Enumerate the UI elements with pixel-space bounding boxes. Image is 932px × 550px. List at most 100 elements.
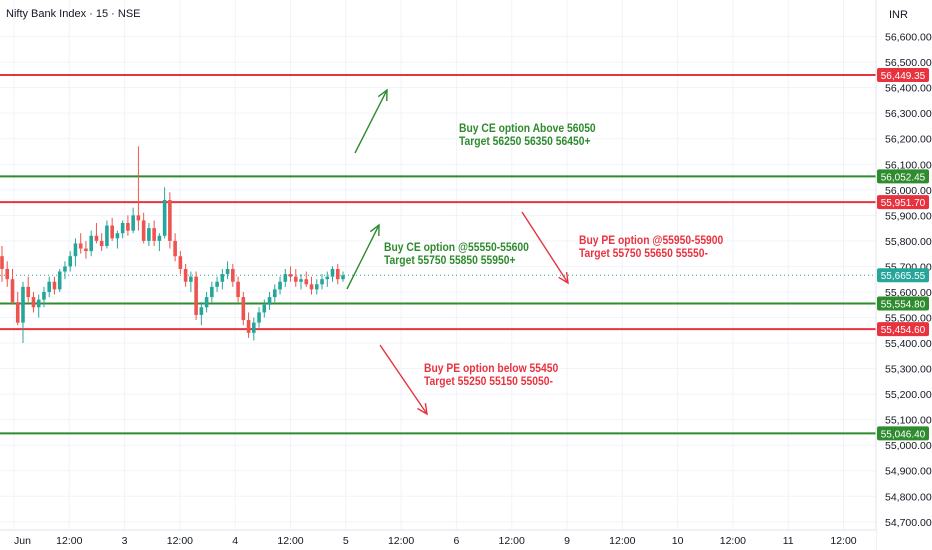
candle [63,261,67,280]
candle [194,271,198,321]
candle-body [204,297,209,308]
candle [141,212,146,244]
candle [252,317,256,341]
candle [52,276,57,295]
candle [278,276,282,295]
candle-body [299,279,303,282]
candle-body [183,268,188,282]
price-tag-label: 55,554.80 [881,300,926,311]
price-tag-bg [877,169,929,184]
candle-body [21,286,25,323]
annotation-line: Target 55750 55650 55550- [579,246,708,260]
annotation-line: Target 55750 55850 55950+ [384,253,516,267]
candle-body [215,281,219,287]
candle-body [309,284,314,290]
last-price-tag-label: 55,665.55 [881,271,926,282]
candle [225,261,230,280]
candle [288,266,293,282]
time-tick-label: 12:00 [277,535,303,547]
candle-body [120,223,125,234]
candle-body [199,307,204,315]
candle [299,274,303,290]
price-tick-label: 55,500.00 [885,313,932,325]
time-tick-label: 4 [232,535,238,547]
candle [183,263,188,287]
currency-label[interactable]: INR [889,9,908,21]
candle-body [141,220,146,241]
candle-body [89,235,93,252]
candle-body [57,271,62,290]
candle-body [178,256,183,269]
candle [99,233,104,252]
candle [120,220,125,239]
candle [220,268,225,290]
price-tick-label: 54,800.00 [885,491,932,503]
price-tag-bg [877,68,929,83]
candle [110,217,114,241]
candle-body [314,284,319,290]
candle [189,271,193,292]
symbol-title[interactable]: Nifty Bank Index · 15 · NSE [6,8,141,20]
candle-body [304,279,309,285]
candle [152,220,156,246]
candle [136,146,141,231]
arrow-shaft [521,211,569,284]
candle [31,291,36,313]
candle-body [68,256,72,267]
annotation-arrows [346,88,569,416]
candle-body [115,233,120,239]
price-tick-label: 55,400.00 [885,338,932,350]
annotation-pe-below: Buy PE option below 55450 Target 55250 5… [424,362,558,388]
candle [325,271,330,287]
arrow-down [379,344,428,416]
candle [246,312,251,338]
candle-body [94,235,99,241]
time-tick-label: 9 [564,535,570,547]
candle [173,233,177,262]
candle-body [47,281,52,292]
time-tick-label: 12:00 [499,535,525,547]
candle-body [325,276,330,280]
annotation-line: Target 55250 55150 55050- [424,374,553,388]
candle [131,207,135,234]
time-axis: Jun 12:00 3 12:00 4 12:00 5 12:00 6 12:00 9 12:00 10… [0,529,876,550]
candle [231,263,235,287]
candle-body [257,312,261,323]
candle-body [157,235,162,241]
candle-body [52,281,57,290]
candle [267,291,272,310]
candle-body [15,302,20,323]
candle [162,187,167,239]
candle [94,223,99,244]
price-tag-label: 56,449.35 [881,71,926,82]
candle-body [241,297,246,321]
price-axis: 56,600.00 56,500.00 56,400.00 56,300.00 56,2… [885,32,932,529]
price-tag-label: 55,046.40 [881,429,926,440]
candle [21,281,25,344]
candle-body [152,228,156,241]
price-tick-label: 56,600.00 [885,32,932,44]
candle [42,286,46,308]
candle-body [210,286,214,298]
candle [89,230,93,257]
candle-body [189,276,193,282]
candle-body [278,281,282,290]
time-tick-label: 12:00 [167,535,193,547]
candle-body [220,274,225,282]
candle-body [173,240,177,257]
candle [335,263,340,285]
price-tick-label: 54,900.00 [885,466,932,478]
candle-body [225,268,230,275]
price-tick-label: 55,900.00 [885,210,932,222]
price-tag-bg [877,426,929,441]
candle-body [168,200,172,241]
time-tick-label: 12:00 [388,535,414,547]
candle-body [42,291,46,300]
time-tick-label: Jun [14,535,31,547]
arrow-head [417,403,428,416]
annotation-line: Buy PE option below 55450 [424,361,559,375]
candle [168,192,172,249]
time-tick-label: 6 [453,535,459,547]
candle [215,276,219,292]
